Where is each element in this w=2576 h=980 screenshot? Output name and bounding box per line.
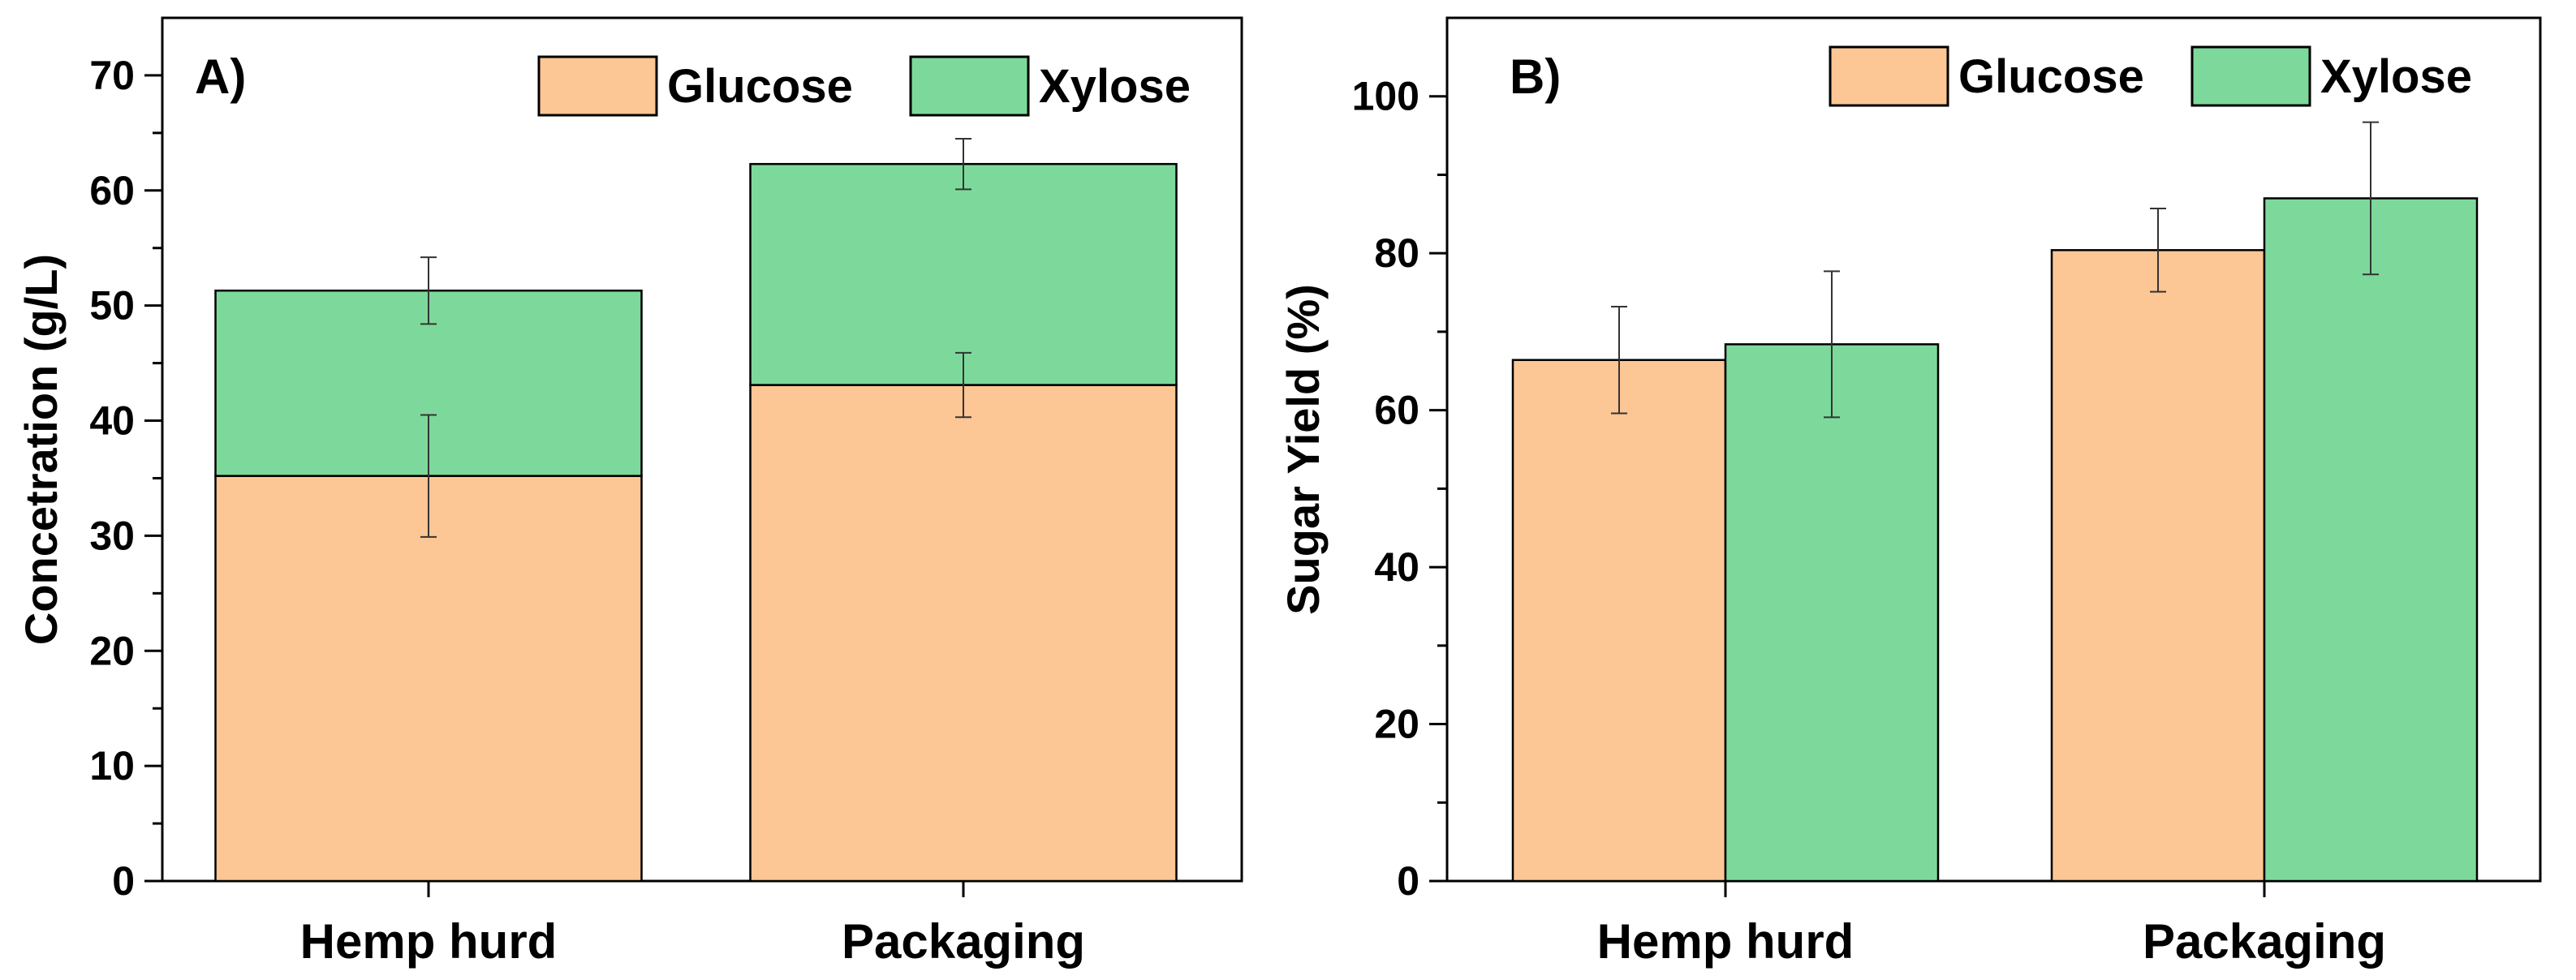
bar-glucose-hemp-hurd [214,475,643,883]
bar-xylose-packaging [749,162,1178,386]
panel-b-x-label-packaging: Packaging [2143,914,2386,969]
panel-a-chart: 0 10 20 30 40 50 60 70 Hemp hurd Packaging Conc… [15,16,1243,969]
y-tick-label: 0 [112,858,135,904]
panel-a-legend-label-glucose: Glucose [667,60,853,113]
panel-b-legend: Glucose Xylose [1829,45,2472,107]
y-tick-label: 60 [89,168,135,213]
y-tick-label: 30 [89,513,135,558]
panel-b-legend-label-glucose: Glucose [1958,50,2144,103]
panel-a-x-tick-labels: Hemp hurd Packaging [300,914,1085,969]
panel-a-label: A) [195,49,246,104]
panel-b-error-bars [1611,121,2379,419]
panel-a-legend-swatch-xylose [909,55,1030,117]
y-tick-label: 100 [1352,74,1419,119]
panel-a-error-bars [420,137,971,538]
panel-a-y-axis-title: Concetration (g/L) [15,254,67,645]
y-tick-label: 10 [89,743,135,789]
panel-b-legend-swatch-glucose [1829,45,1949,107]
bar-glucose-packaging [749,384,1178,883]
bar-xylose-packaging [2263,197,2479,883]
y-tick-label: 80 [1374,230,1419,276]
y-tick-label: 0 [1397,858,1419,904]
bar-xylose-hemp-hurd [1724,343,1940,883]
y-tick-label: 50 [89,283,135,329]
panel-a-x-label-packaging: Packaging [842,914,1085,969]
panel-a-plot-frame [161,16,1243,883]
panel-b-x-label-hemp-hurd: Hemp hurd [1597,914,1854,969]
panel-a-legend-label-xylose: Xylose [1039,60,1191,113]
bar-glucose-hemp-hurd [1511,359,1727,883]
y-tick-label: 20 [1374,702,1419,747]
panel-b-y-axis-title: Sugar Yield (%) [1277,284,1329,615]
panel-a-legend: Glucose Xylose [537,55,1191,117]
panel-b-x-tick-labels: Hemp hurd Packaging [1597,914,2386,969]
y-tick-label: 60 [1374,388,1419,433]
panel-b-y-ticks: 0 20 40 60 80 100 [1352,74,2266,904]
panel-b-plot-frame [1445,16,2542,883]
bar-glucose-packaging [2050,249,2266,883]
panel-b-label: B) [1510,49,1561,104]
panel-b-legend-swatch-xylose [2190,45,2311,107]
y-tick-label: 20 [89,628,135,673]
y-tick-label: 40 [1374,544,1419,590]
panel-a-x-label-hemp-hurd: Hemp hurd [300,914,558,969]
panel-b-bars [1511,197,2479,883]
y-tick-label: 70 [89,53,135,98]
panel-a-legend-swatch-glucose [537,55,658,117]
panel-b-chart: 0 20 40 60 80 100 Hemp hurd Packaging Sugar Y… [1277,16,2542,969]
panel-b-legend-label-xylose: Xylose [2320,50,2472,103]
panel-a-y-ticks: 0 10 20 30 40 50 60 70 [89,53,965,904]
panel-a-bars [214,162,1178,883]
y-tick-label: 40 [89,398,135,444]
